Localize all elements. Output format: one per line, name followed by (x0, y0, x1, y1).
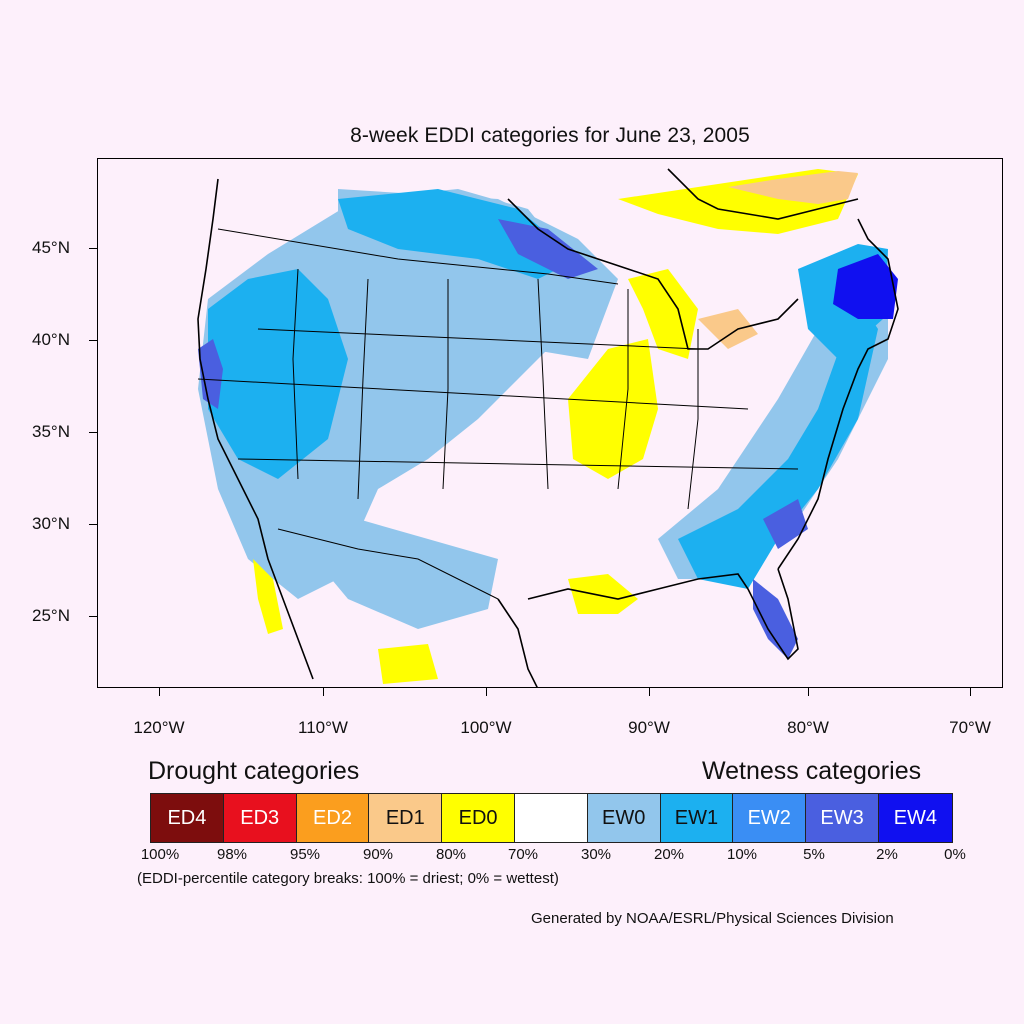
pct-label-4: 80% (435, 846, 467, 863)
lat-tickmark-25 (89, 616, 97, 617)
credit-line: Generated by NOAA/ESRL/Physical Sciences… (531, 910, 894, 927)
legend-cell-ed2: ED2 (296, 794, 370, 842)
state-line-9 (257, 328, 699, 350)
legend-label-ew4: EW4 (893, 806, 938, 829)
pct-label-11: 0% (944, 846, 966, 863)
ew1-pacific-nw (208, 269, 348, 479)
lon-tickmark-70 (970, 688, 971, 696)
ed1-lower-michigan (698, 309, 758, 349)
gulf-coast (527, 568, 799, 661)
pct-label-0: 100% (140, 846, 180, 863)
legend-cell-ew3: EW3 (806, 794, 879, 842)
state-line-6 (687, 329, 699, 510)
map-panel (97, 158, 1003, 688)
legend-cell-ew2: EW2 (733, 794, 807, 842)
lat-tickmark-45 (89, 248, 97, 249)
ew3-california (198, 339, 223, 409)
legend-label-ed2: ED2 (313, 806, 352, 829)
west-coast (197, 178, 314, 680)
legend-label-ew2: EW2 (747, 806, 791, 829)
pct-label-7: 20% (653, 846, 685, 863)
lat-label-40: 40°N (32, 330, 70, 349)
ed0-louisiana (568, 574, 638, 614)
state-line-7 (197, 378, 749, 410)
legend-cell-ew0: EW0 (587, 794, 661, 842)
legend-label-ed1: ED1 (385, 806, 425, 829)
pct-label-9: 5% (803, 846, 825, 863)
pct-label-6: 30% (580, 846, 612, 863)
legend-label-ew1: EW1 (674, 806, 719, 829)
lon-tickmark-90 (649, 688, 650, 696)
lat-label-45: 45°N (32, 238, 70, 257)
legend-label-ed3: ED3 (240, 806, 280, 829)
hudson-bay-shore (667, 168, 859, 220)
legend-cell-ed4: ED4 (151, 794, 224, 842)
lat-tickmark-30 (89, 524, 97, 525)
legend-label-ed4: ED4 (167, 806, 207, 829)
ew1-southeast (678, 299, 878, 589)
legend-cell-ed1: ED1 (369, 794, 443, 842)
lon-label-80: 80°W (787, 718, 829, 737)
lat-label-35: 35°N (32, 422, 70, 441)
drought-heading: Drought categories (148, 757, 360, 785)
state-line-8 (237, 458, 799, 470)
ew1-north (338, 189, 578, 279)
state-borders-layer (197, 228, 799, 600)
pct-label-8: 10% (726, 846, 758, 863)
ed0-michigan (628, 269, 698, 359)
ew3-carolinas (763, 499, 808, 549)
wetness-heading: Wetness categories (702, 757, 922, 785)
ew3-florida (753, 579, 798, 659)
pct-label-5: 70% (507, 846, 539, 863)
lat-tickmark-40 (89, 340, 97, 341)
pct-label-2: 95% (289, 846, 321, 863)
us-mexico-border (277, 528, 499, 600)
pct-label-10: 2% (876, 846, 898, 863)
ed0-baja (253, 559, 283, 634)
us-canada-border (217, 228, 619, 285)
legend-note: (EDDI-percentile category breaks: 100% =… (137, 870, 559, 887)
coastlines-layer (197, 168, 899, 687)
lon-tickmark-110 (323, 688, 324, 696)
lat-tickmark-35 (89, 432, 97, 433)
great-lakes (507, 198, 799, 350)
lon-label-100: 100°W (460, 718, 512, 737)
state-line-4 (537, 278, 549, 490)
legend-cell-ew4: EW4 (878, 794, 952, 842)
eddi-map (197, 168, 899, 687)
legend-cell-ed3: ED3 (223, 794, 297, 842)
lon-label-90: 90°W (628, 718, 670, 737)
lon-label-120: 120°W (133, 718, 185, 737)
texas-coast (497, 598, 538, 687)
legend-cell-ew1: EW1 (660, 794, 734, 842)
ed0-mexico (378, 644, 438, 684)
legend-cell-ed0: ED0 (442, 794, 515, 842)
legend-colorbar: ED4 ED3 ED2 ED1 ED0 EW0 EW1 EW2 EW3 EW4 (150, 793, 953, 843)
legend-cell-neutral (514, 794, 588, 842)
lon-tickmark-100 (486, 688, 487, 696)
ed1-ontario (728, 171, 858, 204)
legend-label-ed0: ED0 (458, 806, 498, 829)
state-line-3 (442, 279, 449, 490)
ew3-great-lakes (498, 219, 598, 279)
state-line-1 (292, 268, 299, 480)
ew0-south-texas (298, 519, 498, 629)
lon-tickmark-120 (159, 688, 160, 696)
lon-label-110: 110°W (298, 718, 348, 737)
ed0-midwest (568, 339, 658, 479)
state-line-5 (617, 289, 629, 490)
map-title: 8-week EDDI categories for June 23, 2005 (350, 124, 750, 147)
ew4-new-england (833, 254, 898, 319)
legend-label-ew3: EW3 (820, 806, 864, 829)
state-line-2 (357, 278, 369, 500)
lon-label-70: 70°W (949, 718, 991, 737)
pct-label-1: 98% (216, 846, 248, 863)
lon-tickmark-80 (808, 688, 809, 696)
pct-label-3: 90% (362, 846, 394, 863)
eddi-fill-layer (198, 169, 898, 684)
legend-label-ew0: EW0 (602, 806, 646, 829)
lat-label-25: 25°N (32, 606, 70, 625)
east-coast (777, 218, 899, 570)
lat-label-30: 30°N (32, 514, 70, 533)
